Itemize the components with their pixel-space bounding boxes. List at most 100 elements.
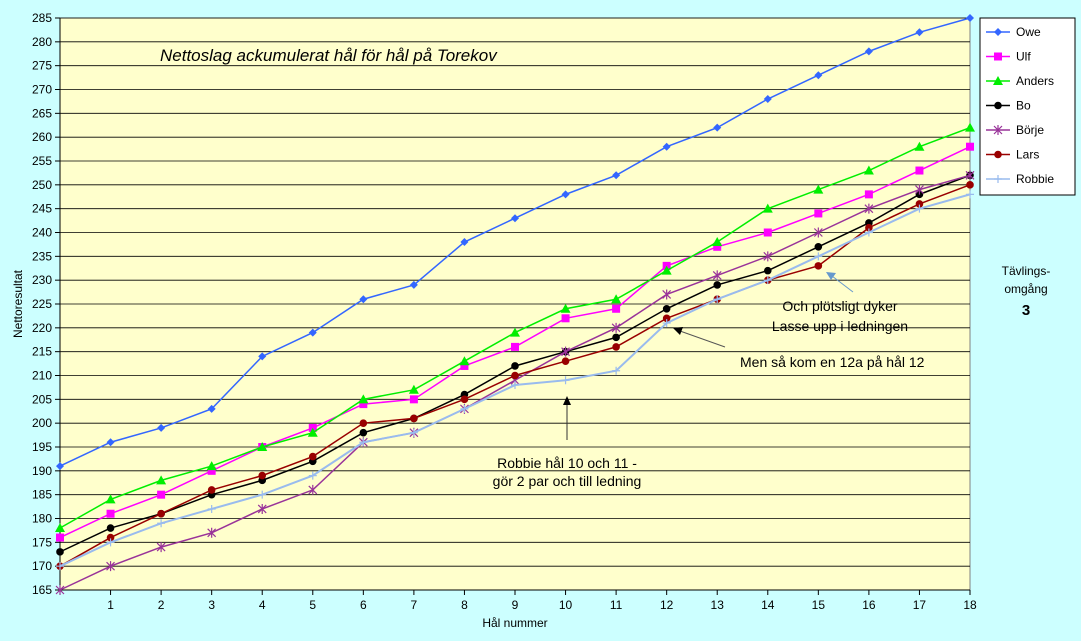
data-point	[662, 304, 671, 313]
data-point	[560, 303, 571, 313]
y-tick-label: 255	[32, 154, 52, 168]
data-point	[762, 203, 773, 213]
data-point	[207, 466, 216, 475]
data-point	[409, 395, 418, 404]
y-tick-label: 280	[32, 35, 52, 49]
data-point	[864, 190, 873, 199]
data-point	[511, 381, 519, 390]
data-point	[814, 252, 823, 261]
y-tick-label: 215	[32, 345, 52, 359]
x-tick-label: 2	[158, 598, 165, 612]
data-point	[611, 294, 622, 304]
y-tick-label: 180	[32, 512, 52, 526]
data-point	[993, 76, 1003, 85]
data-point	[813, 227, 823, 238]
annotation-arrow-line	[679, 330, 726, 348]
legend-item: Börje	[986, 123, 1044, 137]
x-tick-label: 17	[913, 598, 927, 612]
x-tick-label: 7	[411, 598, 418, 612]
x-tick-label: 12	[660, 598, 674, 612]
y-tick-label: 200	[32, 416, 52, 430]
data-point	[157, 519, 166, 528]
annotation-robbie-line1: Robbie hål 10 och 11 -	[497, 455, 637, 471]
y-tick-label: 245	[32, 202, 52, 216]
y-tick-label: 275	[32, 59, 52, 73]
y-tick-label: 270	[32, 83, 52, 97]
data-point	[257, 503, 267, 514]
data-point	[965, 122, 975, 132]
data-point	[561, 314, 570, 323]
x-tick-label: 9	[512, 598, 519, 612]
data-point	[207, 527, 217, 538]
data-point	[966, 190, 974, 199]
data-point	[56, 548, 64, 556]
data-point	[662, 289, 672, 300]
y-tick-label: 260	[32, 130, 52, 144]
data-point	[561, 346, 570, 357]
data-point	[713, 123, 722, 132]
round-label-line1: Tävlings-	[1002, 264, 1051, 278]
data-point	[814, 262, 823, 270]
y-tick-label: 190	[32, 464, 52, 478]
data-point	[561, 376, 570, 385]
data-point	[864, 47, 873, 56]
y-tick-label: 210	[32, 369, 52, 383]
data-point	[511, 342, 519, 351]
annotation-lasse-line1: Och plötsligt dyker	[782, 298, 897, 314]
x-tick-label: 3	[208, 598, 215, 612]
data-point	[611, 322, 621, 333]
data-point	[561, 357, 570, 366]
data-point	[359, 419, 368, 427]
x-tick-label: 18	[963, 598, 977, 612]
data-point	[915, 204, 924, 213]
y-axis-label: Nettoresultat	[11, 269, 25, 338]
data-point	[814, 243, 823, 251]
data-point	[814, 209, 823, 218]
data-point	[814, 71, 823, 80]
x-tick-label: 10	[559, 598, 573, 612]
data-point	[307, 427, 318, 437]
x-tick-label: 15	[812, 598, 826, 612]
round-label-line2: omgång	[1004, 282, 1047, 296]
y-tick-label: 265	[32, 106, 52, 120]
data-point	[308, 328, 317, 337]
data-point	[510, 327, 520, 337]
data-point	[915, 28, 924, 37]
data-point	[106, 561, 115, 572]
data-point	[993, 125, 1003, 135]
x-tick-label: 4	[259, 598, 266, 612]
data-point	[561, 190, 570, 199]
legend-item: Anders	[986, 74, 1054, 88]
legend-item: Owe	[986, 25, 1041, 39]
y-tick-label: 235	[32, 249, 52, 263]
y-tick-label: 225	[32, 297, 52, 311]
data-point	[712, 237, 723, 247]
data-point	[863, 165, 874, 175]
data-point	[56, 533, 64, 542]
data-point	[258, 471, 267, 480]
y-tick-label: 250	[32, 178, 52, 192]
data-point	[105, 494, 116, 504]
data-point	[106, 538, 115, 547]
data-point	[994, 175, 1002, 183]
data-point	[459, 356, 470, 366]
data-point	[409, 280, 418, 289]
annotation-robbie-line2: gör 2 par och till ledning	[493, 473, 642, 489]
data-point	[966, 181, 974, 189]
data-point	[408, 384, 419, 394]
legend-item: Robbie	[986, 172, 1054, 186]
data-point	[207, 504, 216, 513]
y-tick-label: 195	[32, 440, 52, 454]
data-point	[713, 242, 722, 251]
data-point	[511, 362, 519, 370]
data-point	[359, 295, 368, 304]
data-point	[157, 509, 165, 518]
data-point	[156, 542, 166, 553]
x-tick-label: 1	[107, 598, 114, 612]
data-point	[965, 170, 975, 181]
data-point	[662, 314, 671, 323]
legend-item: Bo	[986, 99, 1031, 113]
x-tick-label: 16	[862, 598, 876, 612]
data-point	[359, 400, 368, 409]
legend-label: Anders	[1016, 74, 1054, 88]
